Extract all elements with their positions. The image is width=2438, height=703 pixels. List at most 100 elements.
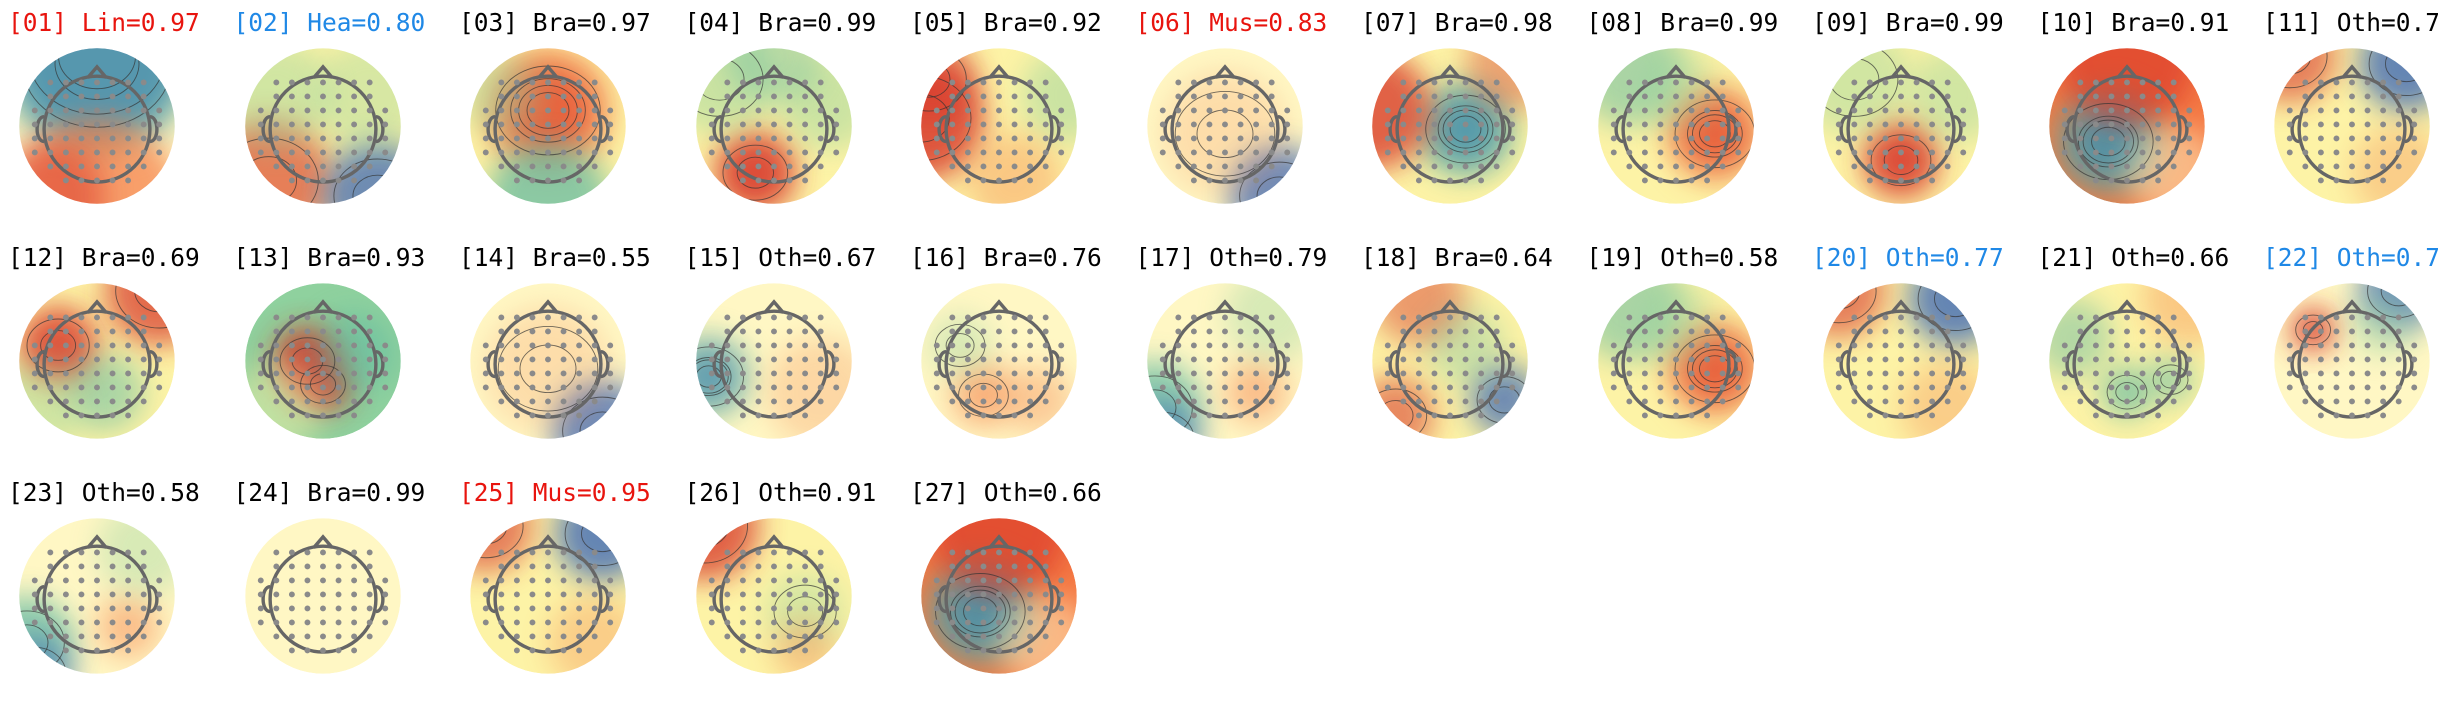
component-tile: [12] Bra=0.69	[8, 243, 233, 468]
electrode-dot	[801, 356, 808, 363]
electrode-dot	[1493, 107, 1500, 114]
electrode-dot	[1944, 370, 1951, 377]
electrode-dot	[723, 384, 730, 391]
electrode-dot	[2154, 342, 2161, 349]
component-label: [23] Oth=0.58	[8, 478, 200, 507]
electrode-dot	[94, 328, 100, 335]
electrode-dot	[545, 633, 551, 640]
electrode-dot	[2317, 177, 2324, 184]
electrode-dot	[482, 619, 489, 626]
electrode-dot	[2317, 384, 2324, 391]
electrode-dot	[949, 107, 956, 114]
electrode-dot	[1929, 107, 1936, 114]
component-label: [25] Mus=0.95	[459, 478, 651, 507]
electrode-dot	[47, 149, 54, 156]
electrode-dot	[288, 149, 295, 156]
electrode-dot	[770, 577, 777, 584]
electrode-dot	[1011, 163, 1018, 170]
electrode-dot	[1205, 342, 1212, 349]
electrode-dot	[1190, 79, 1197, 86]
electrode-dot	[1252, 135, 1259, 142]
electrode-dot	[1058, 591, 1065, 598]
electrode-dot	[591, 370, 598, 377]
electrode-dot	[94, 177, 100, 184]
electrode-dot	[1462, 370, 1469, 377]
electrode-dot	[832, 149, 839, 156]
electrode-dot	[576, 107, 583, 114]
electrode-dot	[94, 591, 100, 598]
electrode-dot	[94, 633, 100, 640]
electrode-dot	[1462, 163, 1469, 170]
electrode-dot	[513, 314, 520, 321]
electrode-dot	[288, 107, 295, 114]
electrode-dot	[513, 398, 520, 405]
electrode-dot	[817, 577, 824, 584]
nose	[86, 299, 108, 314]
electrode-dot	[2333, 107, 2340, 114]
electrode-dot	[2076, 314, 2083, 321]
electrode-dot	[335, 328, 342, 335]
electrode-dot	[1237, 107, 1244, 114]
electrode-dot	[739, 384, 746, 391]
nose	[2341, 299, 2363, 314]
electrode-dot	[288, 412, 295, 419]
electrode-dot	[770, 549, 777, 556]
electrode-dot	[754, 135, 761, 142]
electrode-dot	[529, 412, 536, 419]
electrode-dot	[1190, 328, 1197, 335]
electrode-dot	[801, 314, 808, 321]
electrode-dot	[1866, 79, 1873, 86]
electrode-dot	[1268, 121, 1275, 128]
electrode-dot	[545, 314, 551, 321]
electrode-dot	[47, 633, 54, 640]
electrode-dot	[1913, 135, 1920, 142]
electrode-dot	[156, 370, 163, 377]
electrode-dot	[996, 398, 1002, 405]
electrode-dot	[1221, 177, 1228, 184]
electrode-dot	[350, 591, 357, 598]
electrode-dot	[2076, 79, 2083, 86]
electrode-dot	[1478, 107, 1485, 114]
electrode-dot	[1159, 384, 1166, 391]
electrode-dot	[1656, 107, 1663, 114]
topomap	[2274, 283, 2430, 439]
electrode-dot	[156, 384, 163, 391]
electrode-dot	[754, 149, 761, 156]
electrode-dot	[366, 591, 373, 598]
nose	[1664, 299, 1687, 314]
electrode-dot	[2123, 412, 2130, 419]
electrode-dot	[1478, 398, 1485, 405]
electrode-dot	[739, 163, 746, 170]
electrode-dot	[2107, 121, 2114, 128]
electrode-dot	[996, 577, 1002, 584]
electrode-dot	[109, 605, 116, 612]
electrode-dot	[2170, 328, 2177, 335]
electrode-dot	[2154, 163, 2161, 170]
electrode-dot	[2061, 356, 2068, 363]
electrode-dot	[125, 135, 132, 142]
electrode-dot	[1944, 342, 1951, 349]
electrode-dot	[2395, 135, 2402, 142]
electrode-dot	[545, 121, 551, 128]
electrode-dot	[1835, 356, 1842, 363]
electrode-dot	[513, 605, 520, 612]
electrode-dot	[1027, 342, 1034, 349]
electrode-dot	[1268, 79, 1275, 86]
electrode-dot	[949, 384, 956, 391]
electrode-dot	[272, 149, 279, 156]
electrode-dot	[1237, 149, 1244, 156]
electrode-dot	[2107, 370, 2114, 377]
left-ear	[260, 349, 271, 379]
electrode-dot	[576, 605, 583, 612]
electrode-dot	[62, 328, 69, 335]
electrode-dot	[1415, 412, 1422, 419]
electrode-dot	[2302, 384, 2309, 391]
electrode-dot	[288, 314, 295, 321]
nose	[988, 64, 1010, 79]
electrode-dot	[1960, 342, 1967, 349]
right-ear	[1727, 114, 1738, 144]
electrode-dot	[78, 79, 85, 86]
electrode-dot	[2107, 163, 2114, 170]
electrode-dot	[2302, 342, 2309, 349]
electrode-dot	[78, 342, 85, 349]
